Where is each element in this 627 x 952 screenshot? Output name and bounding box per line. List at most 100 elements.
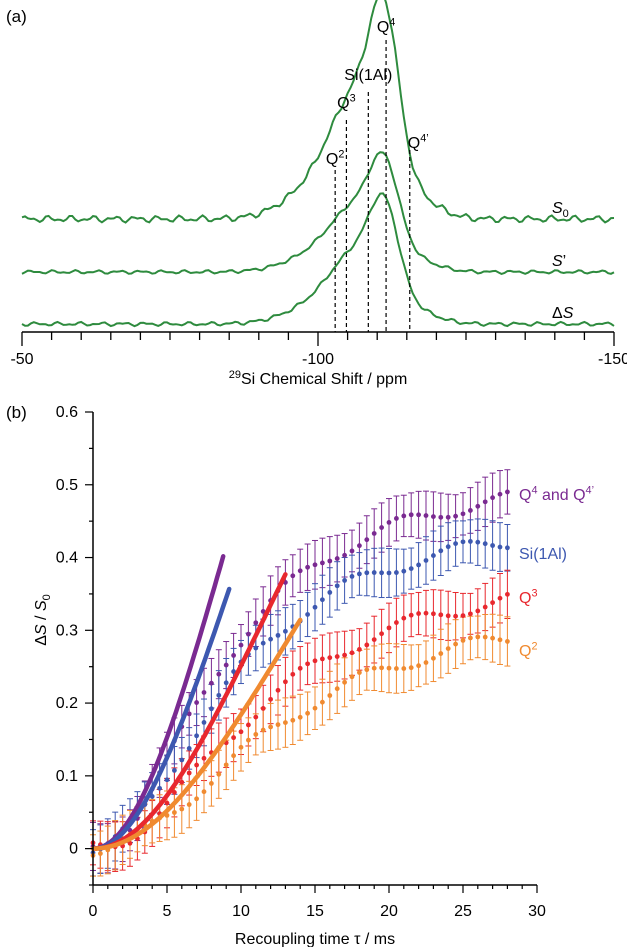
panel-b-y-axis-title: ΔS / S0 (33, 594, 53, 646)
data-point (231, 753, 237, 759)
data-point (334, 583, 340, 589)
spectrum-line-1 (21, 151, 615, 275)
data-point (349, 674, 355, 680)
data-point (401, 666, 407, 671)
data-point (320, 699, 325, 705)
y-tick-label: 0.2 (56, 695, 78, 712)
data-point (312, 658, 318, 664)
data-point (98, 851, 103, 856)
data-point (305, 661, 310, 667)
data-point (379, 570, 384, 576)
data-point (253, 645, 259, 651)
data-point (445, 514, 451, 520)
panel-b-series-labels: Q4 and Q4’ Si(1Al) Q3 Q2 (519, 485, 594, 660)
data-point (194, 733, 200, 739)
data-point (349, 650, 355, 656)
data-point (408, 612, 414, 618)
panel-b-x-axis-title: Recoupling time τ / ms (235, 931, 395, 947)
data-point (371, 531, 377, 536)
data-point (394, 570, 399, 575)
data-point (423, 558, 429, 563)
data-point (186, 802, 192, 807)
panel-a-x-axis-title: 29Si Chemical Shift / ppm (229, 369, 408, 388)
data-point (497, 637, 503, 643)
data-point (453, 613, 458, 619)
y-tick-label: 0.4 (56, 550, 78, 567)
data-point (431, 514, 436, 520)
data-point (482, 541, 488, 547)
data-point (497, 544, 503, 550)
data-point (475, 539, 481, 545)
data-point (290, 573, 296, 579)
data-point (209, 680, 214, 686)
data-point (283, 720, 288, 725)
data-point (186, 711, 192, 717)
data-point (453, 541, 458, 547)
data-point (445, 544, 451, 550)
data-point (238, 744, 244, 750)
data-point (505, 545, 510, 551)
data-point (379, 631, 384, 637)
data-point (460, 613, 466, 619)
data-point (179, 757, 185, 763)
data-point (172, 768, 177, 773)
y-tick-label: 0.5 (56, 477, 78, 494)
data-point (401, 615, 407, 621)
data-point (275, 632, 281, 638)
data-point (209, 706, 214, 712)
series-label: Si(1Al) (519, 546, 567, 563)
data-point (401, 513, 407, 519)
data-point (394, 620, 399, 625)
data-point (342, 679, 347, 685)
series-label: S0 (552, 200, 569, 220)
data-point (416, 611, 421, 616)
data-point (408, 566, 414, 572)
data-point (179, 806, 185, 812)
panel-a-label: (a) (6, 7, 27, 26)
data-point (431, 553, 436, 558)
data-point (253, 620, 259, 626)
data-point (305, 710, 310, 716)
data-point (334, 556, 340, 561)
panel-a-spectra (21, 0, 615, 328)
data-point (327, 558, 333, 564)
data-point (475, 608, 481, 614)
data-point (431, 655, 436, 661)
data-point (231, 653, 237, 658)
data-point (438, 612, 444, 618)
data-point (505, 489, 510, 495)
data-point (238, 729, 244, 735)
data-point (216, 771, 222, 777)
data-point (201, 789, 207, 795)
data-point (164, 800, 170, 806)
series-label: S’ (552, 253, 566, 270)
data-point (416, 663, 421, 669)
peak-label: Q4’ (408, 133, 429, 152)
data-point (290, 671, 296, 677)
spectrum-line-0 (21, 0, 615, 224)
x-tick-label: 5 (163, 903, 172, 920)
data-point (320, 597, 325, 603)
data-point (246, 722, 251, 728)
data-point (320, 560, 325, 566)
series-label: Q2 (519, 641, 538, 660)
data-point (223, 662, 229, 668)
data-point (438, 651, 444, 656)
data-point (260, 706, 266, 711)
data-point (290, 717, 296, 723)
data-point (438, 548, 444, 554)
data-point (231, 669, 237, 674)
x-tick-label: 15 (306, 903, 324, 920)
data-point (194, 796, 200, 802)
data-point (342, 552, 347, 558)
spectrum-line-2 (21, 192, 615, 328)
panel-b-label: (b) (6, 403, 27, 422)
data-point (497, 491, 503, 497)
data-point (334, 654, 340, 659)
data-point (216, 671, 222, 677)
data-point (431, 611, 436, 617)
data-point (194, 762, 200, 768)
data-point (275, 687, 281, 693)
data-point (260, 727, 266, 733)
panel-b-fit-curves (90, 554, 303, 851)
